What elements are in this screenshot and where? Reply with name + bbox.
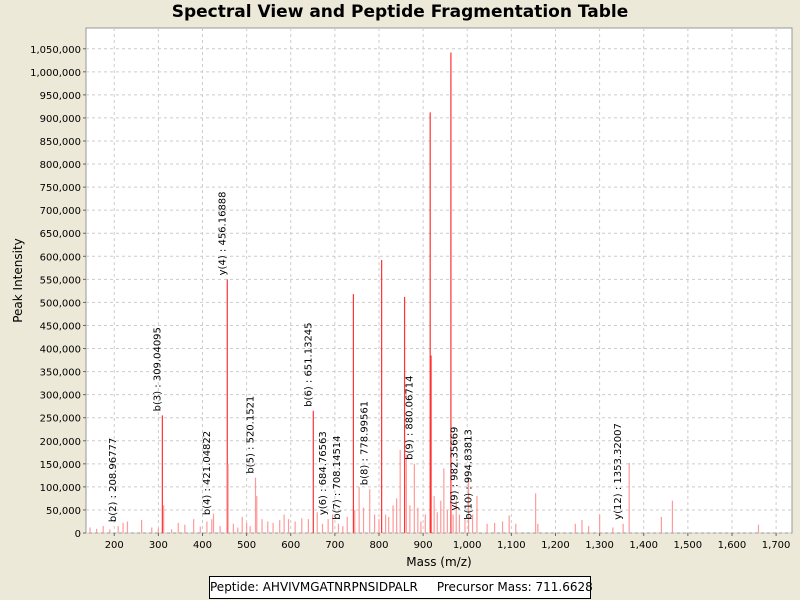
x-tick-label: 1,500 [674,540,703,551]
y-tick-label: 1,050,000 [30,45,81,56]
y-tick-label: 250,000 [40,414,81,425]
peak-annotation: b(6) : 651.13245 [303,322,314,406]
x-tick-label: 1,400 [629,540,658,551]
plot-area [85,27,793,534]
x-tick-label: 900 [414,540,433,551]
peak-annotation: b(10) : 994.83813 [463,429,474,520]
y-tick-label: 950,000 [40,91,81,102]
peak-annotation: y(12) : 1353.32007 [613,423,624,520]
precursor-mass-label: Precursor Mass: 711.6628 [436,580,593,594]
peptide-label: Peptide: AHVIVMGATNRPNSIDPALR [210,580,418,594]
y-tick-label: 50,000 [46,506,81,517]
y-tick-label: 1,000,000 [30,68,81,79]
x-tick-label: 1,200 [541,540,570,551]
x-axis-label: Mass (m/z) [406,555,471,569]
y-tick-label: 400,000 [40,345,81,356]
peptide-info-box: Peptide: AHVIVMGATNRPNSIDPALR Precursor … [209,576,593,599]
y-tick-label: 850,000 [40,137,81,148]
y-tick-label: 0 [75,529,81,540]
y-tick-label: 750,000 [40,183,81,194]
x-tick-label: 1,000 [453,540,482,551]
x-tick-label: 800 [369,540,388,551]
x-tick-label: 1,700 [762,540,791,551]
y-tick-label: 300,000 [40,391,81,402]
y-tick-label: 500,000 [40,298,81,309]
x-tick-label: 500 [237,540,256,551]
y-tick-label: 900,000 [40,114,81,125]
x-tick-label: 300 [149,540,168,551]
y-axis-label: Peak Intensity [11,238,25,323]
peak-annotation: b(4) : 421.04822 [202,431,213,515]
y-tick-label: 650,000 [40,229,81,240]
y-tick-label: 350,000 [40,368,81,379]
chart-title: Spectral View and Peptide Fragmentation … [171,2,629,22]
peak-annotation: b(3) : 309.04095 [152,327,163,411]
x-tick-label: 400 [193,540,212,551]
y-tick-label: 700,000 [40,206,81,217]
y-tick-label: 600,000 [40,252,81,263]
y-tick-label: 550,000 [40,275,81,286]
x-tick-label: 700 [325,540,344,551]
peak-annotation: b(5) : 520.1521 [246,396,257,474]
x-tick-label: 1,100 [497,540,526,551]
x-tick-label: 200 [105,540,124,551]
x-tick-label: 1,300 [585,540,614,551]
peak-annotation: b(9) : 880.06714 [404,375,415,459]
peak-annotation: b(2) : 208.96777 [108,438,119,522]
y-tick-label: 150,000 [40,460,81,471]
y-tick-label: 450,000 [40,321,81,332]
peak-annotation: b(8) : 778.99561 [360,401,371,485]
y-tick-label: 800,000 [40,160,81,171]
y-tick-label: 100,000 [40,483,81,494]
x-tick-label: 600 [281,540,300,551]
peak-annotation: b(7) : 708.14514 [332,435,343,519]
peak-annotation: y(9) : 982.35669 [449,427,460,511]
x-tick-label: 1,600 [718,540,747,551]
peak-annotation: y(6) : 684.76563 [318,431,329,515]
y-tick-label: 200,000 [40,437,81,448]
peak-annotation: y(4) : 456.16888 [217,191,228,275]
